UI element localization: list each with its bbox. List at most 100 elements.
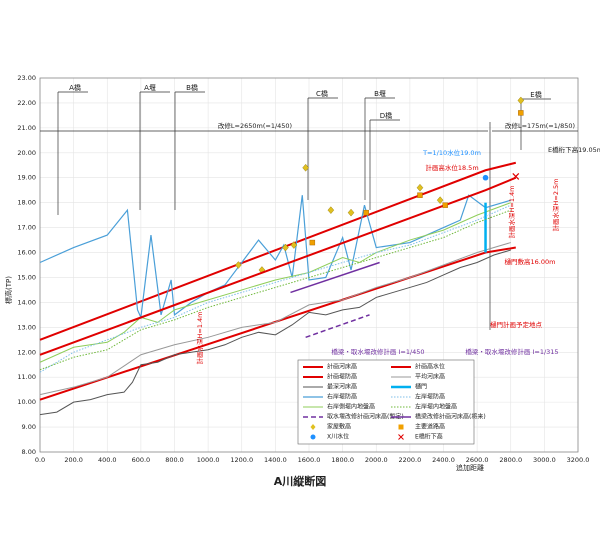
y-tick-label: 15.00 — [17, 273, 36, 281]
annotation: 改修L=175m(=1/850) — [505, 121, 575, 130]
bridge-label: B橋 — [186, 83, 198, 92]
plot-frame — [39, 77, 579, 453]
marker-diamond — [282, 243, 289, 252]
y-axis-label: 標高(TP) — [4, 276, 13, 304]
x-tick-label: 400.0 — [98, 456, 117, 464]
legend-label: 計画河床高 — [327, 363, 357, 371]
marker-diamond — [290, 241, 298, 249]
marker-diamond — [327, 206, 335, 214]
marker-diamond — [416, 183, 424, 192]
bridge-label: D橋 — [380, 111, 392, 120]
marker-square — [363, 209, 369, 216]
y-tick-label: 16.00 — [17, 249, 36, 257]
series-line — [39, 176, 517, 356]
legend-label: 平均河床高 — [415, 373, 445, 381]
x-tick-label: 800.0 — [165, 456, 184, 464]
annotation: 樋門敷高16.00m — [505, 257, 556, 266]
series-line — [305, 314, 370, 339]
y-tick-label: 17.00 — [17, 224, 36, 232]
legend-label: 家屋敷高 — [327, 423, 351, 431]
y-tick-label: 23.00 — [17, 74, 36, 82]
legend-label: 左岸堤防高 — [415, 393, 445, 401]
annotation: 計画水深H=1.4m — [507, 185, 516, 238]
legend-label: 計画堤防高 — [327, 373, 357, 381]
annotation: 樋門計画予定地点 — [490, 320, 543, 329]
series-line — [39, 161, 517, 341]
legend-label: 主要道路高 — [415, 423, 445, 431]
bridge-label: E橋 — [530, 90, 541, 99]
marker-diamond — [235, 261, 242, 269]
legend-swatch — [310, 434, 316, 440]
annotation: 計画水深H=2.5m — [551, 178, 560, 231]
legend-label: 樋門 — [415, 383, 427, 391]
x-tick-label: 2200.0 — [399, 456, 422, 464]
bridge-label: A橋 — [69, 83, 81, 92]
series-line — [39, 242, 511, 396]
annotation: T=1/10水位19.0m — [422, 148, 481, 157]
x-tick-label: 1600.0 — [298, 456, 321, 464]
legend-label: 橋梁改修計画河床高(将来) — [415, 413, 486, 421]
bridge-label: A堰 — [144, 83, 156, 92]
annotation: 橋梁・取水堰改修計画 I=1/450 — [331, 347, 424, 356]
marker-diamond — [347, 208, 355, 217]
series-line — [39, 249, 511, 416]
marker-square — [442, 202, 448, 208]
y-tick-label: 18.00 — [17, 199, 36, 207]
series-line — [39, 209, 511, 371]
y-tick-label: 13.00 — [17, 323, 36, 331]
y-tick-label: 21.00 — [17, 124, 36, 132]
x-tick-label: 2000.0 — [365, 456, 388, 464]
x-tick-label: 600.0 — [132, 456, 151, 464]
annotation: 橋梁・取水堰改修計画 I=1/315 — [465, 347, 558, 356]
marker-square — [518, 110, 524, 116]
y-tick-label: 19.00 — [17, 174, 36, 182]
y-tick-label: 20.00 — [17, 149, 36, 157]
legend-label: E橋桁下高 — [415, 433, 443, 441]
legend-swatch — [398, 424, 404, 430]
x-tick-label: 3200.0 — [567, 456, 590, 464]
marker-diamond — [436, 196, 444, 204]
x-tick-label: 2600.0 — [466, 456, 489, 464]
y-tick-label: 8.00 — [22, 448, 36, 456]
annotation: 計画水深H=1.4m — [195, 311, 204, 364]
bridge-label: B堰 — [374, 89, 386, 98]
legend-box — [297, 359, 475, 445]
annotation: 計画高水位18.5m — [425, 163, 478, 172]
marker-circle — [482, 174, 489, 181]
series-line — [39, 194, 511, 320]
marker-x — [512, 173, 520, 180]
legend-label: 取水堰改修計画河床高(暫定) — [327, 413, 404, 421]
x-tick-label: 1200.0 — [230, 456, 253, 464]
legend-swatch — [398, 434, 404, 440]
marker-diamond — [517, 96, 525, 105]
x-tick-label: 200.0 — [64, 456, 83, 464]
marker-diamond — [302, 163, 309, 172]
legend-label: X川水位 — [327, 433, 349, 441]
marker-square — [417, 192, 423, 198]
bridge-label: C橋 — [316, 89, 328, 98]
legend-label: 左岸堤内地盤高 — [415, 403, 457, 411]
x-tick-label: 0.0 — [35, 456, 45, 464]
annotation: E橋桁下高19.05m — [548, 145, 600, 154]
y-tick-label: 22.00 — [17, 99, 36, 107]
x-tick-label: 2800.0 — [499, 456, 522, 464]
x-tick-label: 1000.0 — [197, 456, 220, 464]
y-tick-label: 11.00 — [17, 373, 36, 381]
y-tick-label: 14.00 — [17, 298, 36, 306]
x-tick-label: 1400.0 — [264, 456, 287, 464]
series-line — [39, 204, 511, 373]
series-line — [39, 202, 511, 363]
annotation: 改修L=2650m(=1/450) — [218, 121, 292, 130]
y-tick-label: 10.00 — [17, 398, 36, 406]
x-tick-label: 1800.0 — [331, 456, 354, 464]
chart-title: A川縦断図 — [274, 474, 327, 488]
y-tick-label: 12.00 — [17, 348, 36, 356]
x-axis-label: 追加距離 — [456, 463, 484, 472]
legend-label: 右岸堤防高 — [327, 393, 357, 401]
marker-square — [309, 239, 316, 246]
legend-swatch — [310, 424, 316, 430]
legend-label: 右岸側堤内地盤高 — [327, 403, 375, 411]
